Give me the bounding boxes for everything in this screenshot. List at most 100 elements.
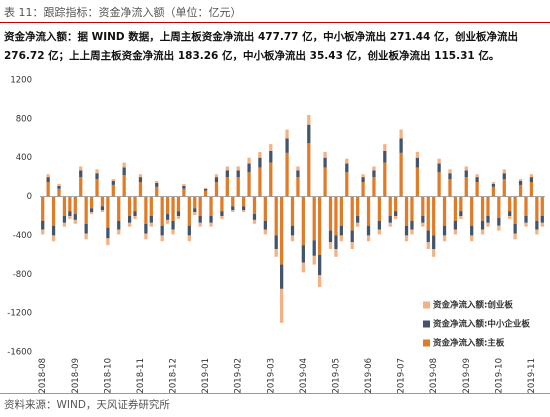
bar-segment	[149, 222, 153, 227]
x-tick-label: 2019-09	[462, 358, 472, 394]
bar-segment	[486, 216, 490, 223]
bar-segment	[160, 225, 164, 236]
bar-segment	[404, 225, 409, 236]
bar-segment	[497, 217, 501, 226]
bar-segment	[442, 225, 447, 236]
bar-segment	[508, 211, 512, 216]
bar-segment	[95, 179, 99, 197]
bar-segment	[339, 196, 343, 226]
bar-segment	[464, 166, 468, 171]
bar-segment	[51, 235, 56, 242]
bar-segment	[307, 143, 311, 197]
y-tick-label: 800	[16, 114, 32, 124]
bar-segment	[497, 196, 501, 218]
bar-segment	[518, 181, 523, 185]
source-rule	[0, 393, 550, 394]
bar-segment	[388, 196, 392, 216]
bar-segment	[334, 249, 338, 257]
bar-segment	[165, 214, 170, 220]
bar-segment	[41, 220, 45, 230]
bar-segment	[220, 211, 224, 216]
bar-segment	[388, 216, 392, 223]
bar-segment	[220, 216, 224, 219]
bar-segment	[426, 230, 430, 243]
bar-segment	[247, 157, 251, 164]
bar-segment	[263, 229, 267, 235]
bar-segment	[100, 210, 105, 213]
bar-segment	[404, 235, 409, 242]
bar-segment	[350, 196, 354, 231]
x-tick-label: 2019-06	[364, 358, 374, 394]
bar-segment	[323, 157, 327, 168]
y-tick-label: 1200	[10, 76, 32, 86]
bar-segment	[117, 196, 121, 221]
bar-segment	[106, 196, 110, 228]
bar-segment	[193, 212, 197, 216]
bar-segment	[296, 166, 300, 171]
bar-segment	[318, 196, 322, 255]
bar-segment	[328, 242, 333, 250]
bar-segment	[502, 173, 506, 180]
bar-segment	[464, 170, 468, 178]
bar-segment	[225, 177, 229, 197]
bar-segment	[182, 183, 186, 186]
bar-segment	[89, 196, 94, 209]
bar-segment	[133, 216, 137, 219]
bar-segment	[296, 177, 300, 197]
bar-segment	[497, 225, 501, 231]
bar-segment	[432, 249, 436, 257]
figure-header: 表 11：跟踪指标：资金净流入额（单位：亿元）	[4, 6, 242, 19]
bar-segment	[225, 166, 229, 171]
bar-segment	[524, 222, 528, 227]
bar-segment	[383, 144, 387, 151]
bar-segment	[356, 196, 360, 216]
bar-segment	[356, 222, 360, 227]
bar-segment	[127, 216, 132, 223]
bar-segment	[149, 196, 153, 216]
x-tick-label: 2019-05	[331, 358, 341, 394]
bar-segment	[388, 222, 392, 227]
bar-segment	[453, 220, 458, 230]
x-tick-label: 2018-11	[136, 358, 146, 394]
bar-segment	[247, 163, 251, 173]
bar-segment	[361, 182, 365, 197]
bar-segment	[46, 174, 50, 178]
bar-segment	[171, 229, 175, 235]
bar-segment	[307, 114, 311, 125]
bar-segment	[209, 216, 213, 223]
x-tick-label: 2018-09	[71, 358, 81, 394]
bar-segment	[182, 185, 186, 189]
bar-segment	[236, 170, 240, 178]
bar-segment	[68, 216, 72, 219]
bar-segment	[236, 166, 240, 171]
bar-segment	[95, 169, 99, 174]
bar-segment	[529, 174, 534, 178]
bar-segment	[176, 216, 181, 219]
bar-segment	[486, 222, 490, 227]
bar-segment	[247, 172, 251, 197]
bar-segment	[535, 229, 539, 235]
bar-segment	[79, 170, 83, 178]
bar-segment	[486, 196, 490, 216]
bar-segment	[269, 162, 273, 197]
bar-segment	[187, 235, 191, 242]
bar-segment	[421, 196, 425, 216]
bar-segment	[258, 167, 262, 197]
bar-segment	[318, 275, 322, 287]
legend-label: 资金净流入额:主板	[433, 338, 505, 349]
bar-segment	[475, 177, 479, 182]
bar-segment	[529, 182, 534, 197]
bar-segment	[513, 196, 517, 224]
bar-segment	[62, 196, 67, 216]
bar-segment	[399, 129, 403, 139]
bar-segment	[437, 158, 441, 164]
bar-segment	[89, 212, 94, 215]
bar-segment	[280, 264, 284, 289]
bar-segment	[193, 196, 197, 209]
bar-segment	[383, 162, 387, 197]
bar-segment	[274, 249, 278, 257]
bar-segment	[68, 196, 72, 212]
bar-segment	[345, 172, 349, 197]
bar-segment	[372, 170, 376, 178]
